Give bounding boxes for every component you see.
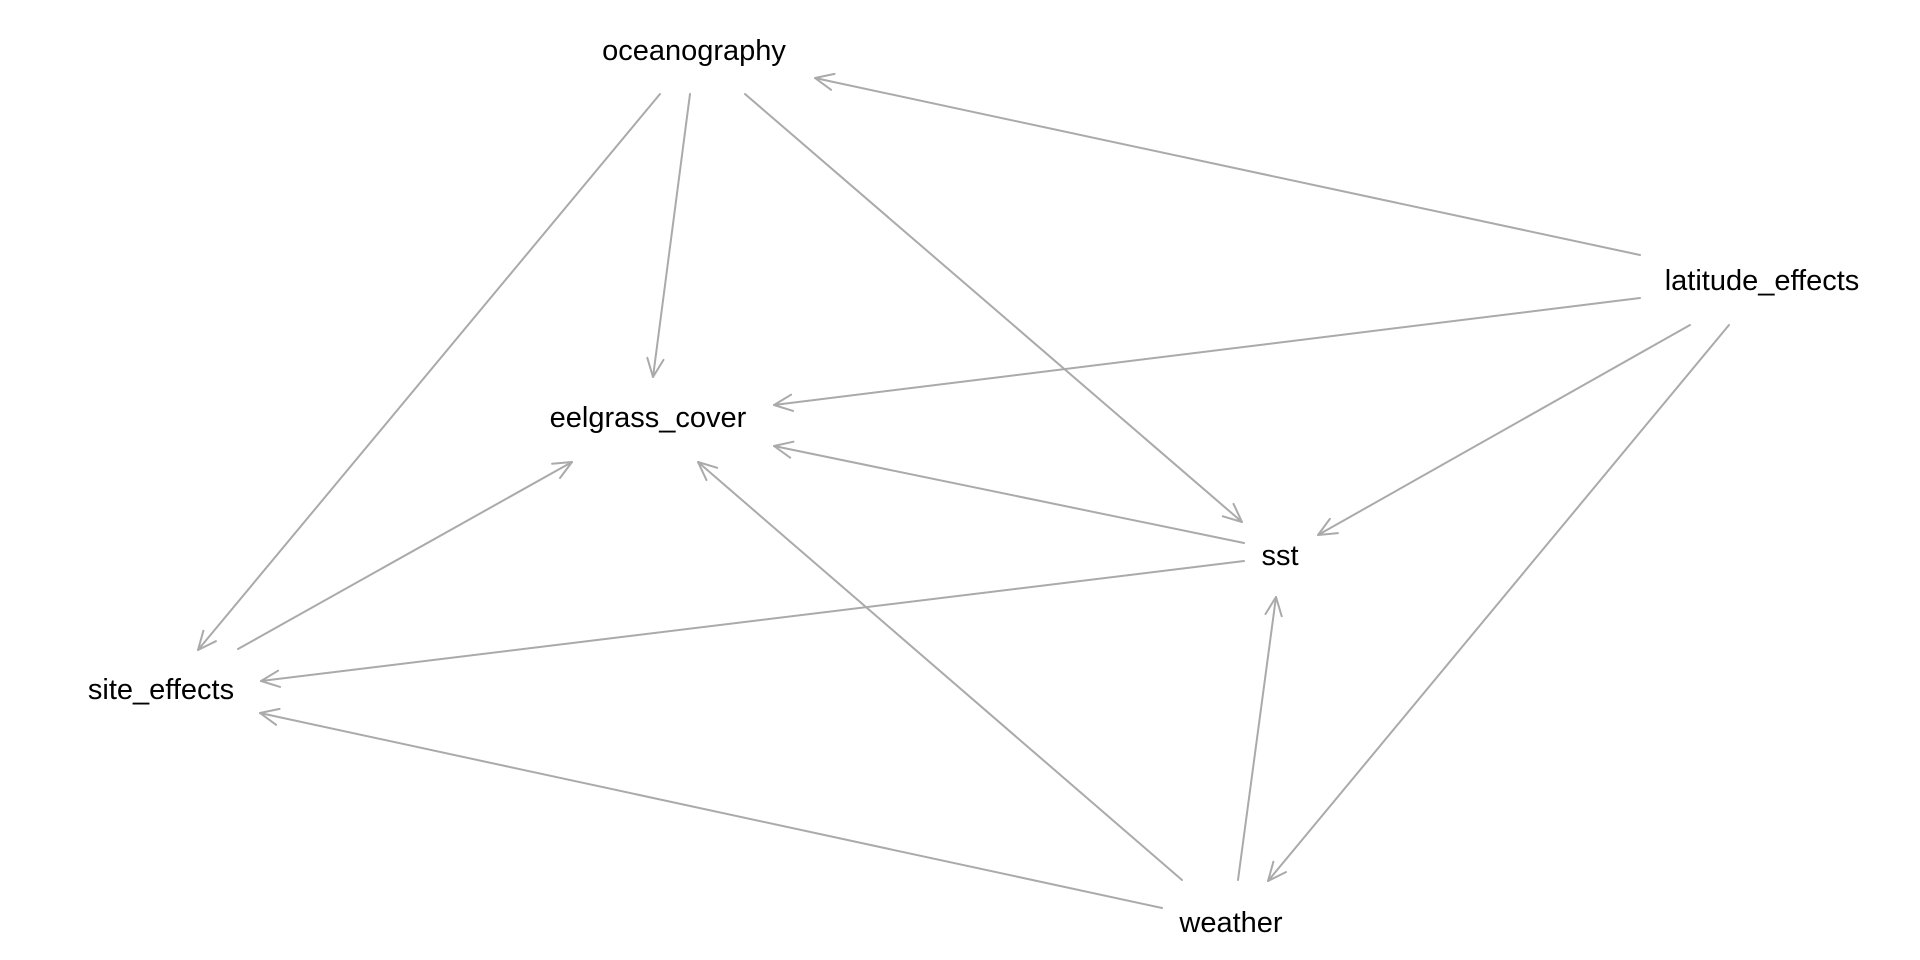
edge-line	[1317, 324, 1691, 536]
edge-line	[197, 93, 661, 651]
edge-line	[260, 560, 1245, 682]
arrowhead-icon	[697, 461, 719, 482]
edge-line	[1237, 596, 1277, 881]
edge-line	[773, 297, 1641, 406]
arrowhead-icon	[259, 707, 281, 726]
edge-oceanography-to-eelgrass_cover	[646, 93, 691, 378]
arrowhead-icon	[1264, 596, 1283, 618]
edge-line	[237, 461, 573, 650]
node-layer: oceanography latitude_effects eelgrass_cov…	[88, 35, 1859, 939]
edge-weather-to-sst	[1237, 596, 1283, 881]
edge-sst-to-site_effects	[260, 560, 1245, 688]
edge-site_effects-to-eelgrass_cover	[237, 461, 573, 650]
edge-weather-to-eelgrass_cover	[697, 461, 1183, 881]
edge-line	[652, 93, 691, 378]
edge-line	[744, 93, 1243, 523]
edge-latitude_effects-to-weather	[1267, 324, 1730, 882]
edge-latitude_effects-to-oceanography	[814, 72, 1641, 256]
edge-line	[814, 77, 1641, 256]
edge-line	[1267, 324, 1730, 882]
edge-line	[773, 445, 1245, 544]
edge-oceanography-to-site_effects	[197, 93, 661, 651]
arrowhead-icon	[1317, 517, 1339, 536]
edge-sst-to-eelgrass_cover	[773, 440, 1245, 544]
arrowhead-icon	[260, 669, 282, 688]
arrowhead-icon	[646, 356, 665, 378]
arrowhead-icon	[197, 629, 217, 651]
node-label-site-effects: site_effects	[88, 674, 234, 706]
arrowhead-icon	[773, 440, 795, 459]
edge-weather-to-site_effects	[259, 707, 1163, 909]
arrowhead-icon	[1267, 860, 1287, 882]
edge-oceanography-to-sst	[744, 93, 1243, 523]
arrowhead-icon	[814, 72, 836, 91]
edge-latitude_effects-to-sst	[1317, 324, 1691, 536]
node-label-oceanography: oceanography	[602, 35, 786, 67]
node-label-eelgrass-cover: eelgrass_cover	[550, 402, 747, 434]
edge-latitude_effects-to-eelgrass_cover	[773, 297, 1641, 412]
edge-line	[697, 461, 1183, 881]
edge-line	[259, 712, 1163, 909]
node-label-latitude-effects: latitude_effects	[1665, 265, 1860, 297]
node-label-weather: weather	[1178, 907, 1283, 939]
arrowhead-icon	[551, 461, 573, 479]
node-label-sst: sst	[1261, 540, 1298, 572]
arrowhead-icon	[1221, 502, 1243, 523]
arrowhead-icon	[773, 393, 795, 412]
edge-layer	[197, 72, 1730, 909]
